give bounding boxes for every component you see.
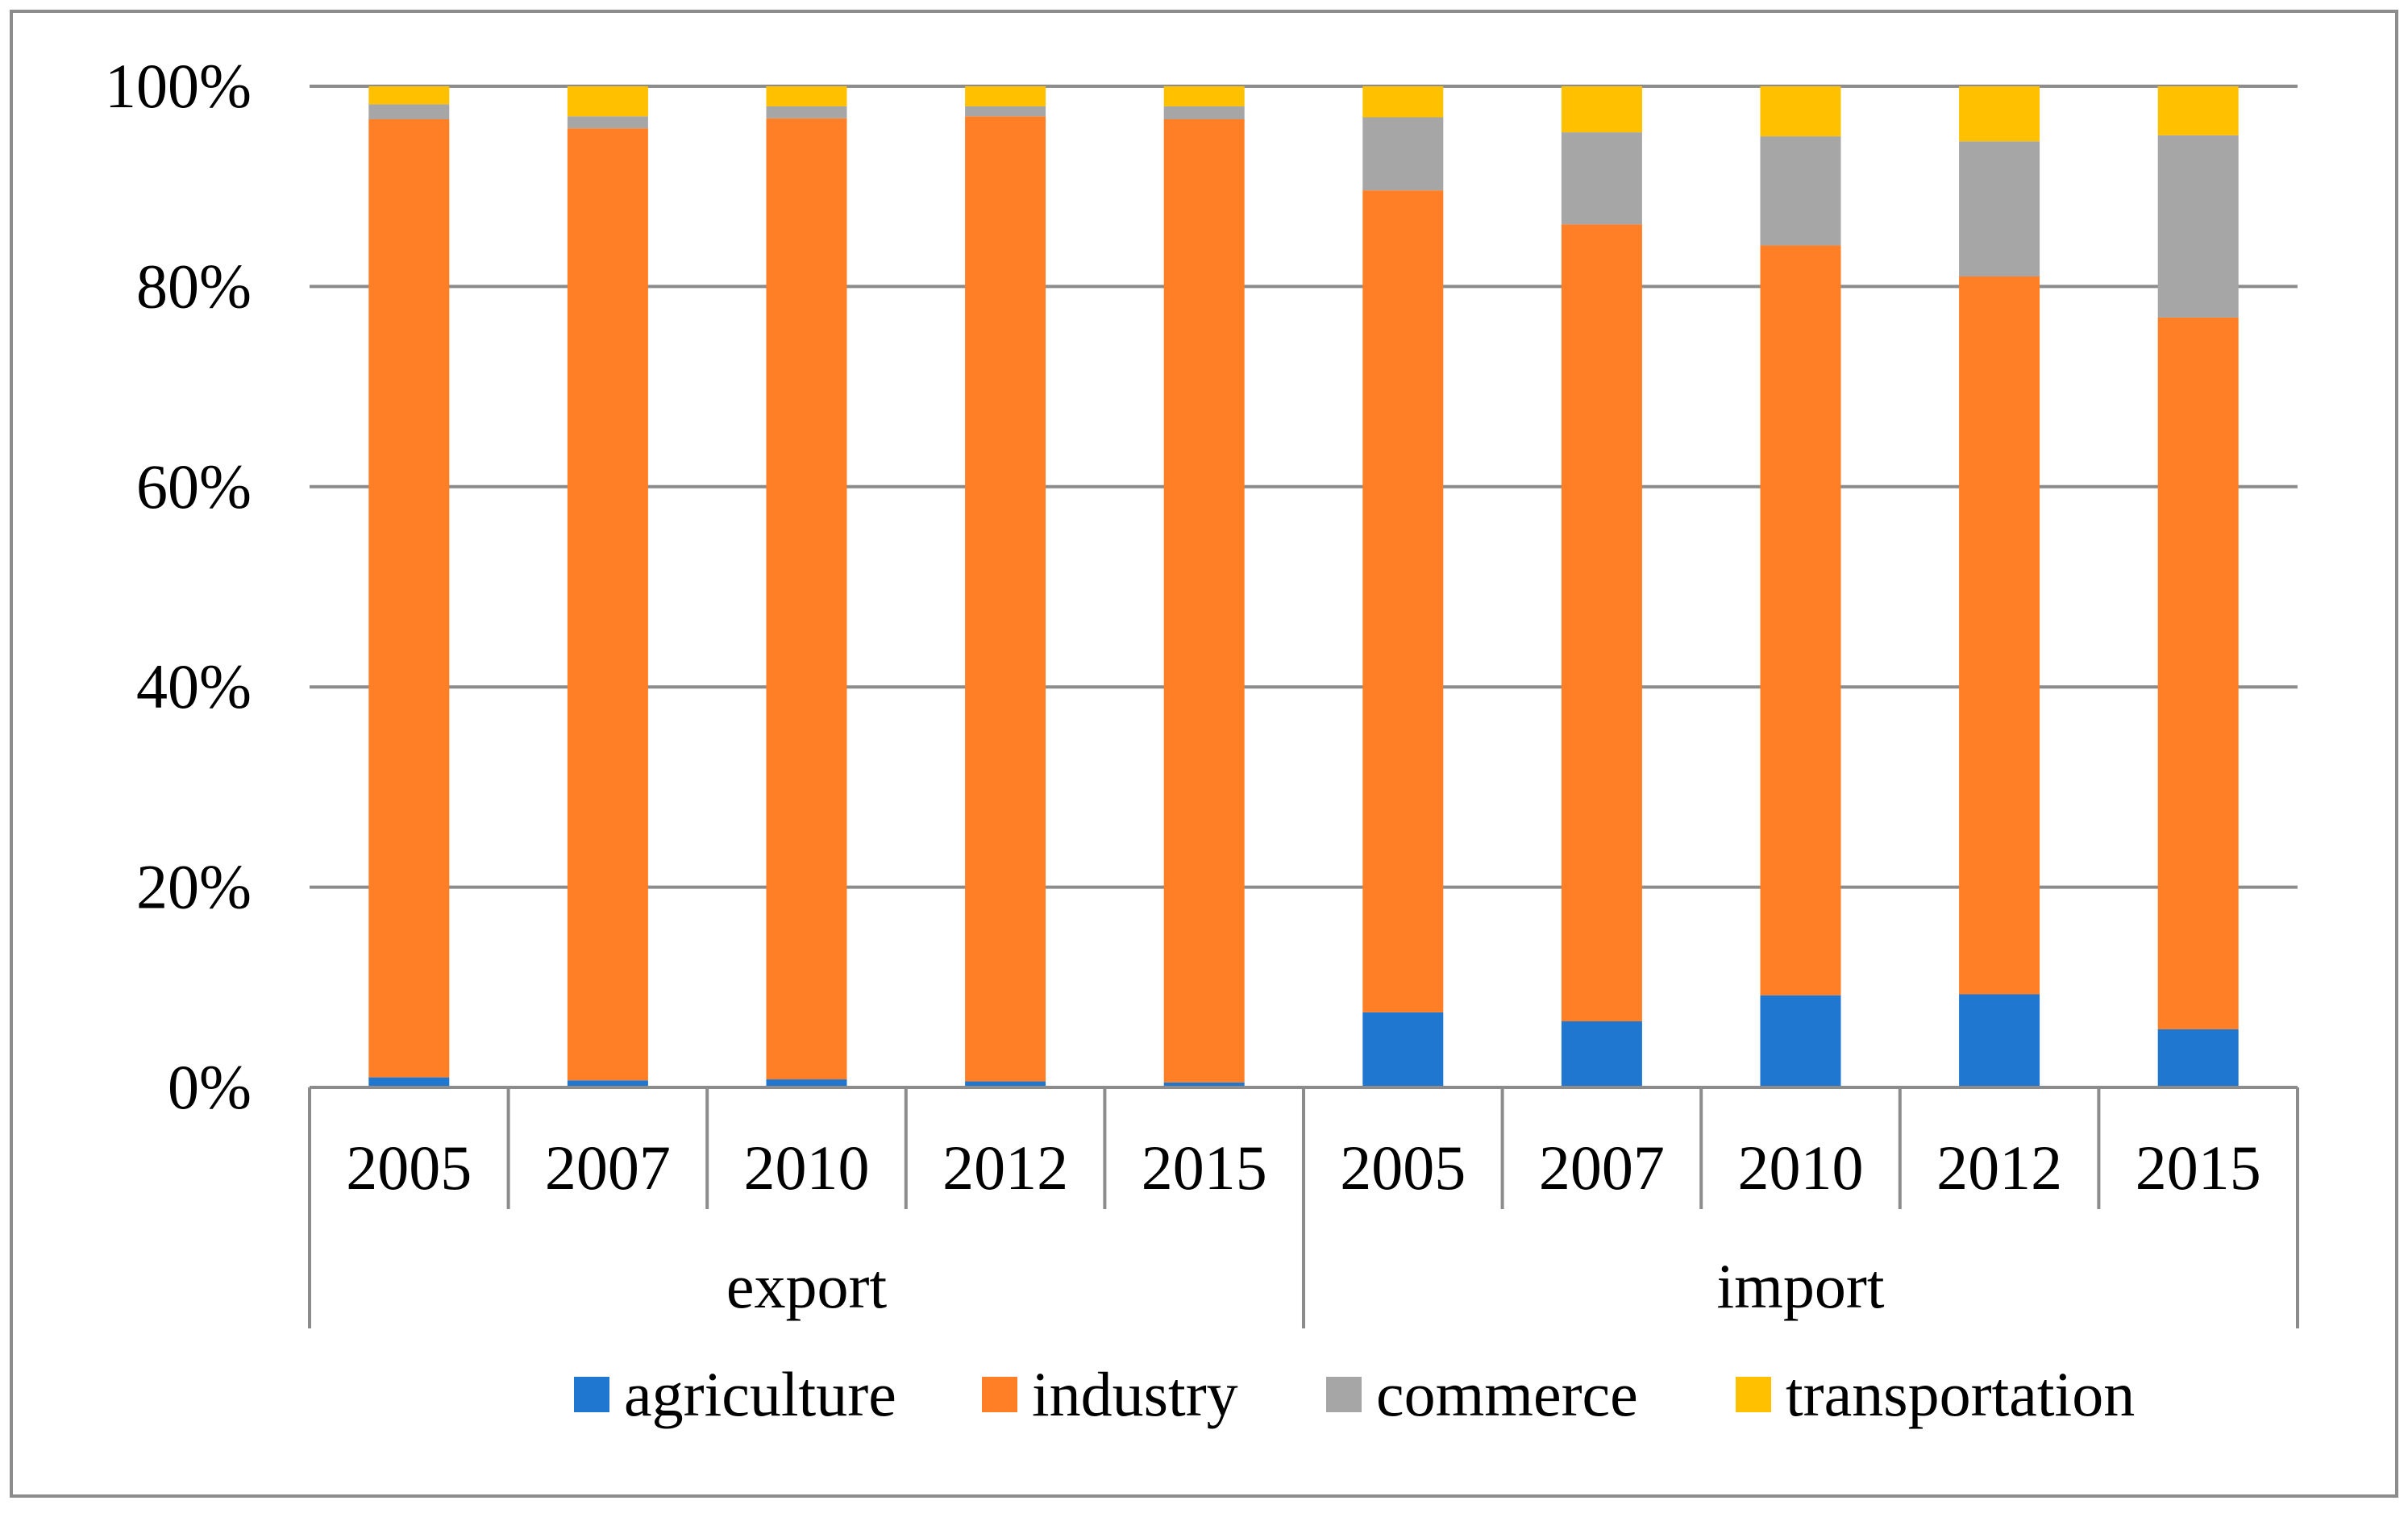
y-tick-label: 40%: [136, 651, 252, 721]
x-category-label: 2005: [346, 1133, 472, 1203]
bar-agriculture: [567, 1080, 648, 1087]
bar-industry: [1561, 224, 1642, 1022]
bar-commerce: [368, 104, 450, 119]
y-tick-label: 60%: [136, 451, 252, 522]
chart-frame: [10, 10, 2398, 1498]
legend-swatch-agriculture: [574, 1377, 609, 1412]
bar-industry: [766, 118, 847, 1080]
bar-transportation: [567, 86, 648, 117]
legend-label-agriculture: agriculture: [624, 1359, 896, 1429]
bar-commerce: [1163, 106, 1245, 119]
bar-commerce: [1362, 117, 1444, 191]
bar-agriculture: [1760, 995, 1841, 1087]
bar-transportation: [1760, 86, 1841, 137]
legend-label-transportation: transportation: [1786, 1359, 2135, 1429]
bar-industry: [965, 116, 1046, 1082]
bar-transportation: [2157, 86, 2239, 135]
x-category-label: 2007: [1539, 1133, 1665, 1203]
x-category-label: 2012: [942, 1133, 1068, 1203]
bar-agriculture: [2157, 1029, 2239, 1087]
legend: agriculture industry commerce transportatio…: [574, 1359, 2135, 1429]
y-tick-label: 20%: [136, 852, 252, 922]
axes: 0% 20% 40% 60% 80% 100% 2005 2007 2010 2012 2015 20…: [105, 51, 2299, 1328]
bar-commerce: [2157, 135, 2239, 318]
legend-swatch-transportation: [1736, 1377, 1771, 1412]
legend-swatch-commerce: [1326, 1377, 1362, 1412]
bar-industry: [1362, 190, 1444, 1012]
bar-commerce: [965, 106, 1046, 117]
bar-agriculture: [1561, 1021, 1642, 1087]
bar-agriculture: [766, 1079, 847, 1087]
x-group-label: export: [726, 1251, 888, 1321]
bar-industry: [368, 118, 450, 1078]
bar-agriculture: [1163, 1082, 1245, 1087]
bar-commerce: [1561, 132, 1642, 225]
x-category-label: 2012: [1936, 1133, 2062, 1203]
bar-transportation: [1163, 86, 1245, 106]
x-category-label: 2015: [2136, 1133, 2261, 1203]
bar-industry: [1959, 276, 2040, 995]
x-group-label: import: [1717, 1251, 1885, 1321]
bar-industry: [1760, 245, 1841, 996]
bar-agriculture: [1362, 1012, 1444, 1087]
bar-industry: [1163, 118, 1245, 1083]
bar-agriculture: [368, 1077, 450, 1087]
bar-industry: [2157, 317, 2239, 1029]
bar-industry: [567, 128, 648, 1081]
bars: [368, 86, 2239, 1087]
legend-label-industry: industry: [1032, 1359, 1238, 1429]
bar-commerce: [766, 106, 847, 118]
x-category-label: 2007: [545, 1133, 671, 1203]
x-category-label: 2010: [1738, 1133, 1864, 1203]
legend-label-commerce: commerce: [1376, 1359, 1638, 1429]
bar-agriculture: [965, 1081, 1046, 1087]
y-tick-label: 80%: [136, 251, 252, 321]
bar-commerce: [567, 116, 648, 129]
bar-transportation: [1561, 86, 1642, 133]
y-tick-label: 0%: [168, 1052, 252, 1122]
bar-transportation: [368, 86, 450, 105]
x-category-label: 2015: [1142, 1133, 1267, 1203]
x-category-label: 2010: [744, 1133, 870, 1203]
bar-agriculture: [1959, 994, 2040, 1087]
legend-swatch-industry: [982, 1377, 1017, 1412]
bar-commerce: [1760, 136, 1841, 246]
bar-commerce: [1959, 141, 2040, 276]
y-tick-label: 100%: [105, 51, 252, 121]
bar-transportation: [1959, 86, 2040, 142]
x-category-label: 2005: [1340, 1133, 1466, 1203]
bar-transportation: [965, 86, 1046, 106]
bar-transportation: [1362, 86, 1444, 118]
bar-transportation: [766, 86, 847, 106]
